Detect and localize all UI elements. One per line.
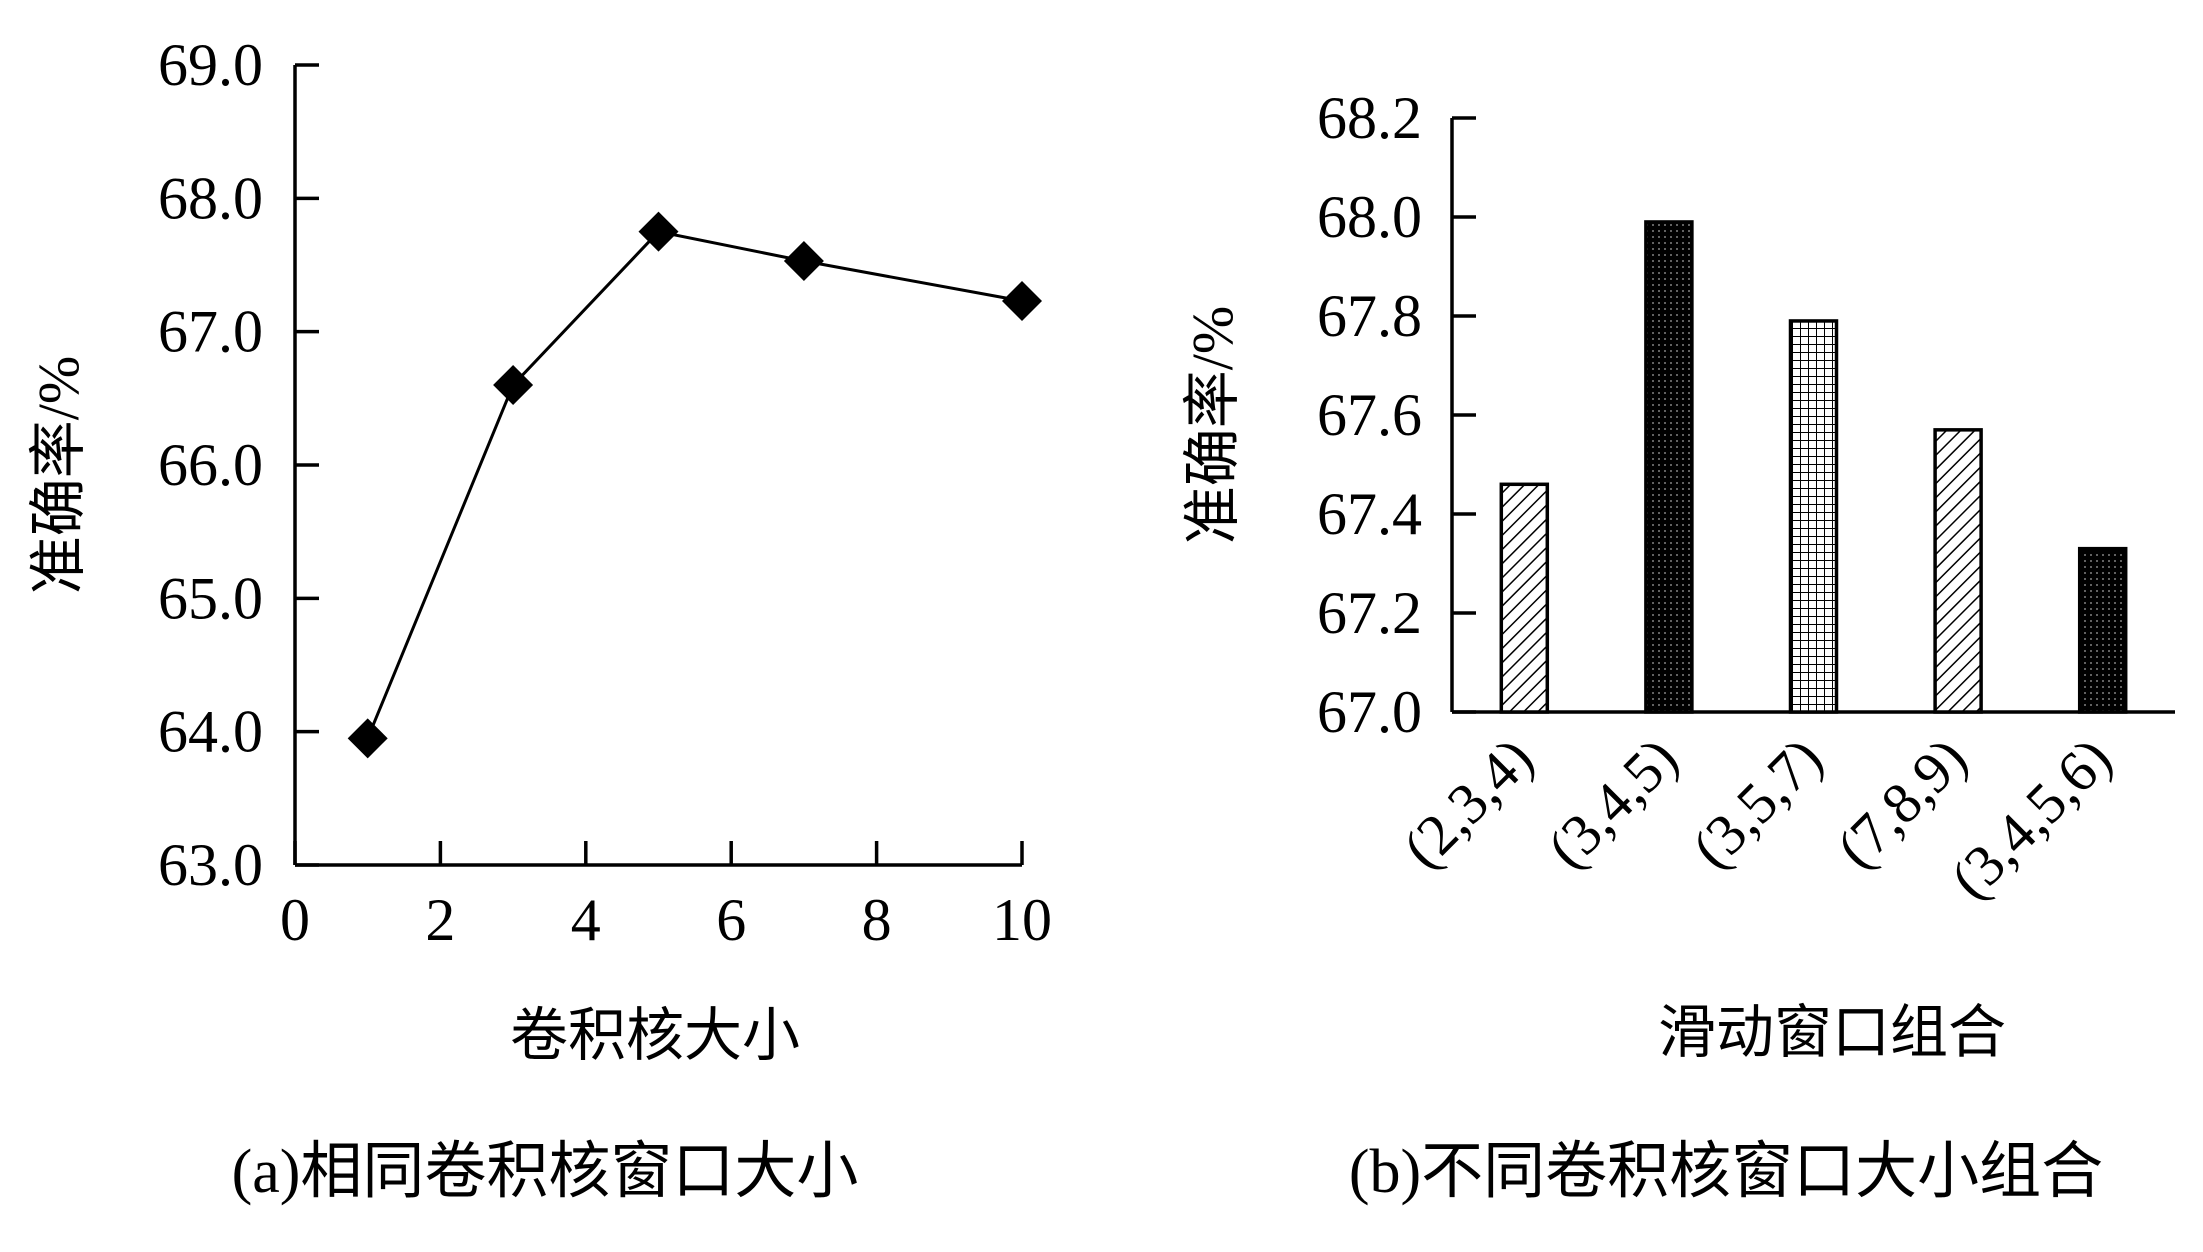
line-chart-y-tick-label: 67.0 [158,299,263,365]
bar-rect [1788,319,1839,714]
line-chart-y-tick-label: 64.0 [158,699,263,765]
bar-chart-caption: (b)不同卷积核窗口大小组合 [1349,1138,2103,1206]
bar-chart-y-tick-label: 67.8 [1317,283,1422,349]
bar-chart-y-tick-label: 67.0 [1317,679,1422,745]
line-chart-x-tick-label: 6 [716,887,746,953]
line-chart-x-tick-label: 8 [862,887,892,953]
line-chart-point [1002,281,1042,321]
line-chart-y-ticks: 63.0 64.0 65.0 66.0 67.0 68.0 69.0 [158,32,319,898]
bar-chart-x-axis-label: 滑动窗口组合 [1658,1000,2006,1065]
bar [1499,482,1550,714]
bar-chart-y-tick-label: 68.2 [1317,85,1422,151]
line-chart-x-tick-label: 10 [992,887,1052,953]
line-chart-y-tick-label: 65.0 [158,565,263,631]
line-chart-panel: 63.0 64.0 65.0 66.0 67.0 68.0 69.0 0 2 4 6 8 10 准确率… [26,32,1052,1206]
bar-rect [1933,428,1983,714]
line-chart-series [347,211,1042,759]
bar-chart-x-tick-label: (3,4,5,6) [1938,725,2124,911]
line-chart-y-tick-label: 63.0 [158,832,263,898]
bar [1644,220,1694,714]
bar-chart-x-tick-label: (3,5,7) [1679,725,1834,880]
line-chart-series-line [366,230,1023,739]
line-chart-y-axis-label: 准确率/% [26,356,91,594]
bar-rect [1499,482,1550,714]
line-chart-x-tick-label: 4 [571,887,601,953]
line-chart-y-tick-label: 66.0 [158,432,263,498]
bar-chart-y-tick-label: 67.6 [1317,382,1422,448]
bar-rect [2077,546,2128,714]
line-chart-point [783,241,824,281]
bar [1788,319,1839,714]
bar-chart-y-tick-label: 67.2 [1317,580,1422,646]
line-chart-x-tick-label: 0 [280,887,310,953]
line-chart-x-ticks: 0 2 4 6 8 10 [280,841,1052,953]
bar-chart-x-tick-label: (2,3,4) [1390,725,1545,880]
bar-chart-x-tick-label: (3,4,5) [1535,725,1690,880]
bar-chart-y-ticks: 67.0 67.2 67.4 67.6 67.8 68.0 68.2 [1317,85,1476,745]
bar-chart-y-tick-label: 67.4 [1317,481,1422,547]
line-chart-point [493,365,534,405]
line-chart-caption: (a)相同卷积核窗口大小 [232,1138,859,1206]
line-chart-y-tick-label: 69.0 [158,32,263,98]
line-chart-x-tick-label: 2 [425,887,455,953]
line-chart-point [638,211,679,252]
line-chart-y-tick-label: 68.0 [158,165,263,231]
line-chart-axes [293,65,1022,867]
bar [1933,428,1983,714]
bar-chart-x-ticks: (2,3,4)(3,4,5)(3,5,7)(7,8,9)(3,4,5,6) [1390,725,2124,911]
bar-chart-panel: 67.067.267.467.667.868.068.2 (2,3,4)(3,4… [1180,85,2175,1206]
bar-chart-bars [1499,220,2128,714]
line-chart-x-axis-label: 卷积核大小 [510,1003,800,1068]
bar-chart-y-tick-label: 68.0 [1317,184,1422,250]
bar-rect [1644,220,1694,714]
bar [2077,546,2128,714]
bar-chart-y-axis-label: 准确率/% [1180,306,1245,544]
line-chart-point [347,718,388,759]
